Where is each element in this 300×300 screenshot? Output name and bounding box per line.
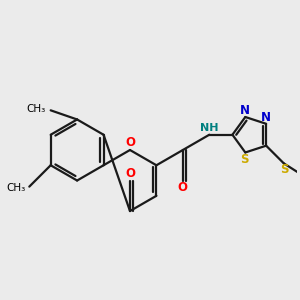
Text: O: O — [125, 167, 135, 180]
Text: NH: NH — [200, 123, 218, 133]
Text: S: S — [240, 153, 249, 166]
Text: CH₃: CH₃ — [6, 183, 26, 193]
Text: O: O — [178, 181, 188, 194]
Text: N: N — [261, 111, 271, 124]
Text: CH₃: CH₃ — [27, 104, 46, 114]
Text: O: O — [125, 136, 135, 149]
Text: N: N — [240, 104, 250, 117]
Text: S: S — [280, 163, 289, 176]
